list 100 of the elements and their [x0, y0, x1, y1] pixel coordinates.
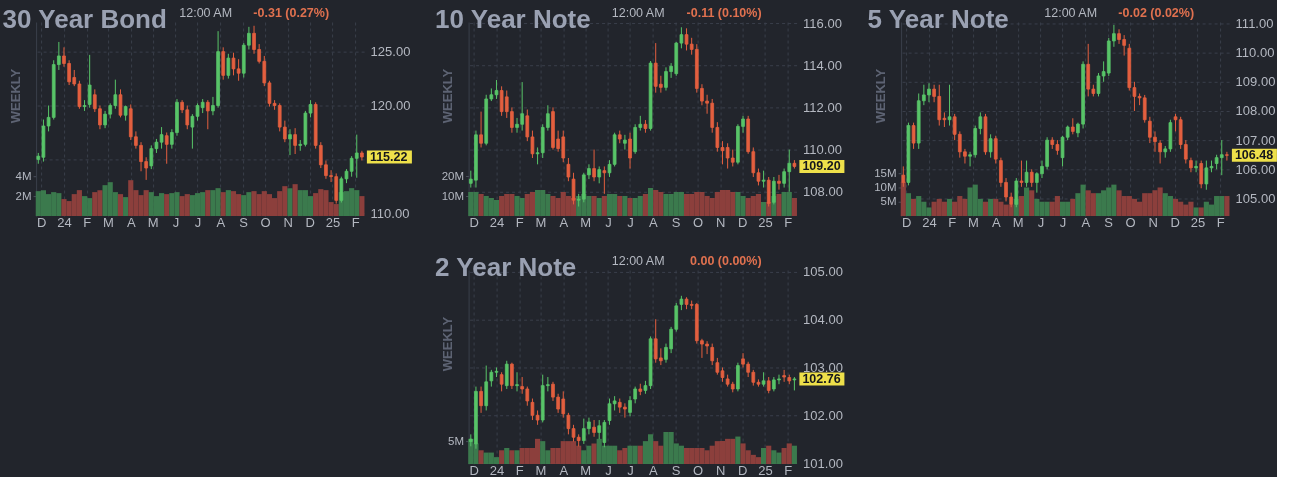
x-tick-label: 25	[1190, 214, 1206, 230]
x-tick-label: N	[716, 214, 726, 230]
x-tick-label: F	[515, 462, 524, 478]
x-tick-label: N	[283, 214, 293, 230]
y-tick-label: 112.00	[803, 99, 842, 115]
y2-tick-label: 20M	[441, 169, 465, 182]
x-tick-label: 25	[758, 214, 773, 230]
y-tick-label: 104.00	[803, 312, 843, 328]
x-tick-label: F	[351, 214, 360, 230]
text: WEEKLY	[7, 68, 23, 124]
x-tick-label: D	[738, 462, 748, 478]
x-tick-label: J	[194, 214, 202, 230]
x-tick-label: 24	[57, 214, 72, 230]
x-tick-label: A	[559, 214, 569, 230]
x-tick-label: D	[305, 214, 315, 230]
y2-tick-label: 15M	[874, 166, 897, 179]
x-tick-label: M	[1012, 214, 1024, 230]
y-tick-label: 111.00	[1235, 15, 1274, 31]
x-tick-label: J	[627, 214, 634, 230]
x-tick-label: S	[239, 214, 249, 230]
x-tick-label: D	[738, 214, 748, 230]
annotation: 109.20	[802, 159, 841, 174]
x-tick-label: F	[784, 214, 793, 230]
x-tick-label: D	[37, 214, 47, 230]
x-tick-label: 25	[758, 462, 773, 478]
x-tick-label: J	[605, 214, 612, 230]
y-tick-label: 107.00	[1235, 132, 1276, 148]
x-tick-label: S	[1104, 214, 1114, 230]
x-tick-label: O	[692, 462, 704, 478]
x-tick-label: J	[627, 462, 634, 478]
y2-tick-label: 5M	[880, 195, 897, 208]
x-tick-label: J	[172, 214, 180, 230]
x-tick-label: A	[648, 214, 658, 230]
y2-tick-label: 4M	[15, 169, 32, 182]
x-tick-label: N	[1148, 214, 1158, 230]
chart-subtitle: 12:00 AM	[611, 254, 665, 268]
y-tick-label: 106.00	[1235, 161, 1276, 177]
x-tick-label: A	[216, 214, 226, 230]
y2-tick-label: 10M	[874, 180, 897, 193]
x-tick-label: A	[648, 462, 658, 478]
text: WEEKLY	[440, 316, 456, 372]
y-tick-label: 109.00	[1235, 74, 1276, 90]
x-tick-label: S	[671, 214, 681, 230]
y2-tick-label: 2M	[15, 189, 32, 202]
x-tick-label: O	[260, 214, 271, 230]
x-tick-label: M	[147, 214, 159, 230]
y-tick-label: 114.00	[803, 57, 842, 73]
text: -0.02 (0.02%)	[1118, 6, 1195, 20]
x-tick-label: J	[605, 462, 612, 478]
y-tick-label: 101.00	[803, 455, 843, 471]
x-tick-label: F	[784, 462, 793, 478]
x-tick-label: M	[580, 462, 592, 478]
chart-subtitle: 12:00 AM	[179, 6, 233, 20]
y-tick-label: 116.00	[803, 15, 842, 31]
text: -0.11 (0.10%)	[686, 6, 762, 20]
y-tick-label: 105.00	[1235, 191, 1276, 206]
text: WEEKLY	[872, 68, 888, 124]
text: WEEKLY	[440, 68, 456, 124]
y-tick-label: 102.00	[803, 407, 843, 423]
y-tick-label: 108.00	[803, 184, 843, 200]
x-tick-label: F	[515, 214, 524, 230]
x-tick-label: M	[103, 214, 114, 230]
x-tick-label: D	[469, 214, 479, 230]
x-tick-label: M	[580, 214, 592, 230]
x-tick-label: O	[1125, 214, 1136, 230]
y-tick-label: 108.00	[1235, 103, 1276, 119]
x-tick-label: O	[692, 214, 704, 230]
text: -0.31 (0.27%)	[253, 6, 330, 20]
chart-title: 2 Year Note	[435, 252, 577, 282]
y2-tick-label: 5M	[448, 434, 465, 447]
x-tick-label: D	[469, 462, 479, 478]
y-tick-label: 105.00	[803, 264, 843, 280]
x-tick-label: J	[1059, 214, 1067, 230]
y-tick-label: 125.00	[370, 44, 411, 60]
x-tick-label: A	[559, 462, 569, 478]
x-tick-label: F	[948, 214, 957, 230]
y-tick-label: 110.00	[1235, 45, 1275, 61]
x-tick-label: M	[535, 214, 547, 230]
annotation: 106.48	[1234, 148, 1274, 163]
x-tick-label: M	[968, 214, 979, 230]
y-tick-label: 110.00	[803, 142, 842, 158]
chart-title: 10 Year Note	[435, 4, 591, 34]
x-tick-label: 24	[489, 214, 505, 230]
x-tick-label: F	[83, 214, 92, 230]
chart-title: 5 Year Note	[867, 4, 1009, 34]
x-tick-label: F	[1216, 214, 1225, 230]
chart-title: 30 Year Bond	[2, 4, 167, 34]
y-tick-label: 110.00	[370, 205, 410, 221]
chart-subtitle: 12:00 AM	[611, 6, 665, 20]
x-tick-label: N	[716, 462, 726, 478]
x-tick-label: 24	[489, 462, 505, 478]
x-tick-label: S	[671, 462, 681, 478]
chart-subtitle: 12:00 AM	[1044, 6, 1098, 20]
y-tick-label: 120.00	[370, 98, 411, 114]
x-tick-label: A	[126, 214, 136, 230]
x-tick-label: 25	[325, 214, 341, 230]
x-tick-label: D	[1170, 214, 1180, 230]
x-tick-label: J	[1037, 214, 1045, 230]
x-tick-label: A	[1081, 214, 1091, 230]
x-tick-label: A	[991, 214, 1001, 230]
